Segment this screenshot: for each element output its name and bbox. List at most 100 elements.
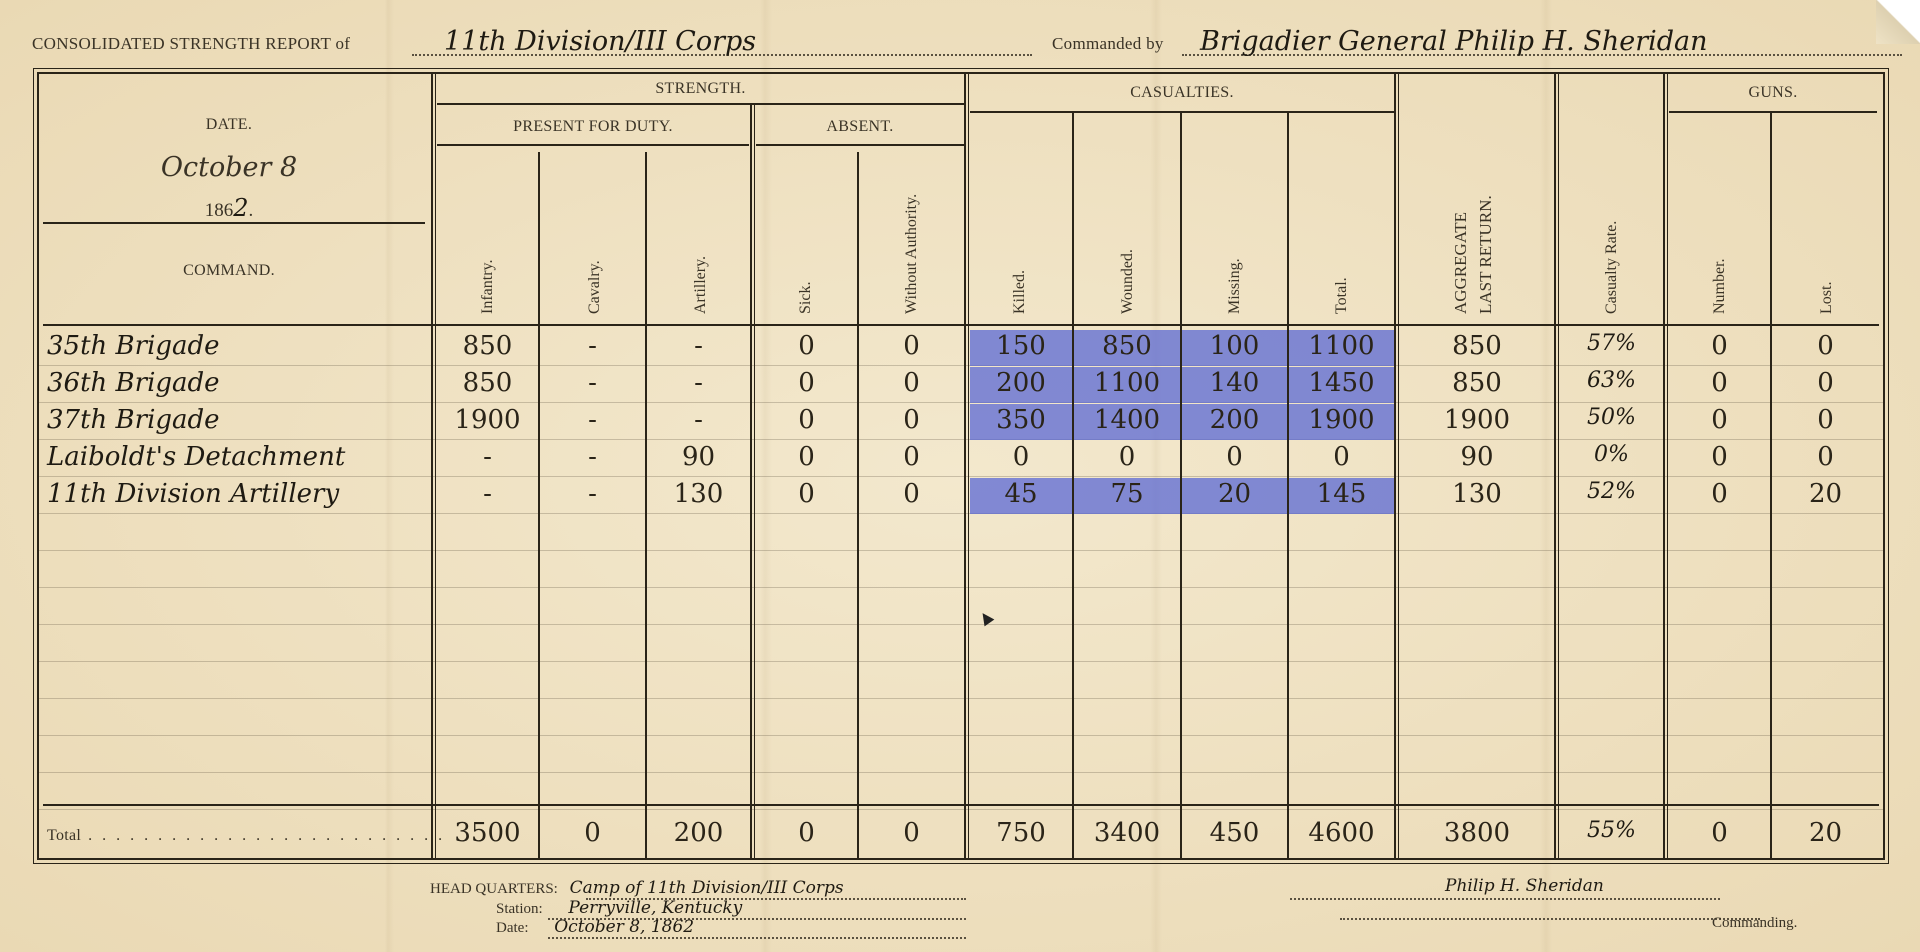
cell-cavalry[interactable]: - xyxy=(588,479,597,509)
cell-total[interactable]: 1450 xyxy=(1308,368,1375,398)
total-killed[interactable]: 750 xyxy=(996,818,1046,848)
cell-missing[interactable]: 200 xyxy=(1209,405,1260,435)
cell-killed[interactable]: 200 xyxy=(996,368,1046,398)
cell-artillery[interactable]: - xyxy=(694,368,703,398)
cell-missing[interactable]: 0 xyxy=(1226,442,1243,472)
cell-infantry[interactable]: - xyxy=(483,442,492,472)
cell-wounded[interactable]: 75 xyxy=(1110,479,1144,509)
cell-cavalry[interactable]: - xyxy=(588,331,597,361)
total-sick[interactable]: 0 xyxy=(798,818,815,848)
cell-rate[interactable]: 0% xyxy=(1594,442,1629,467)
command-name[interactable]: Laiboldt's Detachment xyxy=(47,442,346,472)
cell-cavalry[interactable]: - xyxy=(588,405,597,435)
cell-rate[interactable]: 50% xyxy=(1587,405,1636,430)
total-total[interactable]: 4600 xyxy=(1308,818,1375,848)
unit-name[interactable]: 11th Division/III Corps xyxy=(444,26,757,57)
cell-total[interactable]: 0 xyxy=(1333,442,1350,472)
cell-without[interactable]: 0 xyxy=(903,479,920,509)
cell-aggregate[interactable]: 1900 xyxy=(1443,405,1511,435)
cell-sick[interactable]: 0 xyxy=(798,405,815,435)
cell-artillery[interactable]: - xyxy=(694,405,703,435)
cell-wounded[interactable]: 0 xyxy=(1118,442,1136,472)
command-name[interactable]: 37th Brigade xyxy=(47,405,220,435)
date-month-day[interactable]: October 8 xyxy=(160,152,298,183)
cell-total[interactable]: 1900 xyxy=(1308,405,1375,435)
cell-infantry[interactable]: 850 xyxy=(462,331,513,361)
cell-artillery[interactable]: - xyxy=(694,331,703,361)
cell-number[interactable]: 0 xyxy=(1711,442,1728,472)
total-without[interactable]: 0 xyxy=(903,818,920,848)
cell-killed[interactable]: 0 xyxy=(1012,442,1030,472)
cell-total[interactable]: 145 xyxy=(1316,479,1367,509)
cell-infantry[interactable]: 850 xyxy=(462,368,513,398)
cell-missing[interactable]: 100 xyxy=(1209,331,1260,361)
cell-wounded[interactable]: 1400 xyxy=(1093,405,1161,435)
cell-rate[interactable]: 52% xyxy=(1587,479,1636,504)
cell-wounded[interactable]: 1100 xyxy=(1093,368,1161,398)
cell-lost[interactable]: 0 xyxy=(1817,368,1834,398)
cell-artillery[interactable]: 130 xyxy=(673,479,724,509)
cell-killed[interactable]: 350 xyxy=(996,405,1046,435)
cell-number[interactable]: 0 xyxy=(1711,331,1728,361)
cell-total[interactable]: 1100 xyxy=(1308,331,1375,361)
cell-rate[interactable]: 57% xyxy=(1587,331,1636,356)
cell-number[interactable]: 0 xyxy=(1711,368,1728,398)
cell-artillery[interactable]: 90 xyxy=(681,442,716,472)
cell-rate[interactable]: 63% xyxy=(1587,368,1636,393)
cell-wounded[interactable]: 850 xyxy=(1102,331,1152,361)
total-rate[interactable]: 55% xyxy=(1587,818,1636,843)
col-artillery: Artillery. xyxy=(692,255,709,314)
date-year[interactable]: 1862. xyxy=(39,194,419,222)
cell-without[interactable]: 0 xyxy=(903,442,920,472)
cell-aggregate[interactable]: 90 xyxy=(1460,442,1494,472)
cell-lost[interactable]: 0 xyxy=(1817,405,1834,435)
cell-infantry[interactable]: - xyxy=(483,479,492,509)
command-name[interactable]: 35th Brigade xyxy=(47,331,220,361)
cell-lost[interactable]: 0 xyxy=(1817,331,1834,361)
cell-aggregate[interactable]: 850 xyxy=(1452,368,1502,398)
cell-number[interactable]: 0 xyxy=(1711,405,1728,435)
col-last-return: LAST RETURN. xyxy=(1476,195,1495,314)
total-aggregate[interactable]: 3800 xyxy=(1443,818,1511,848)
hq-value[interactable]: Camp of 11th Division/III Corps xyxy=(569,878,844,898)
total-artillery[interactable]: 200 xyxy=(673,818,724,848)
cell-lost[interactable]: 0 xyxy=(1817,442,1834,472)
cell-without[interactable]: 0 xyxy=(903,368,920,398)
date-value[interactable]: October 8, 1862 xyxy=(554,917,695,937)
cell-without[interactable]: 0 xyxy=(903,405,920,435)
cell-killed[interactable]: 45 xyxy=(1004,479,1038,509)
commander-name[interactable]: Brigadier General Philip H. Sheridan xyxy=(1200,26,1708,57)
col-cavalry: Cavalry. xyxy=(586,260,603,314)
cell-aggregate[interactable]: 130 xyxy=(1452,479,1502,509)
cell-sick[interactable]: 0 xyxy=(798,479,815,509)
cell-lost[interactable]: 20 xyxy=(1808,479,1843,509)
cell-killed[interactable]: 150 xyxy=(996,331,1046,361)
col-guns-lost: Lost. xyxy=(1818,281,1835,314)
cell-without[interactable]: 0 xyxy=(903,331,920,361)
cell-infantry[interactable]: 1900 xyxy=(454,405,521,435)
command-name[interactable]: 36th Brigade xyxy=(47,368,220,398)
year-dot: . xyxy=(248,200,254,221)
cell-cavalry[interactable]: - xyxy=(588,368,597,398)
total-missing[interactable]: 450 xyxy=(1209,818,1260,848)
cell-missing[interactable]: 20 xyxy=(1217,479,1252,509)
total-lost[interactable]: 20 xyxy=(1808,818,1843,848)
total-wounded[interactable]: 3400 xyxy=(1093,818,1161,848)
cell-cavalry[interactable]: - xyxy=(588,442,597,472)
total-number[interactable]: 0 xyxy=(1711,818,1728,848)
cell-number[interactable]: 0 xyxy=(1711,479,1728,509)
command-name[interactable]: 11th Division Artillery xyxy=(47,479,340,509)
cell-sick[interactable]: 0 xyxy=(798,331,815,361)
date-line: Date: October 8, 1862 xyxy=(496,917,695,937)
total-infantry[interactable]: 3500 xyxy=(454,818,521,848)
cell-sick[interactable]: 0 xyxy=(798,368,815,398)
signature[interactable]: Philip H. Sheridan xyxy=(1445,876,1604,896)
cell-sick[interactable]: 0 xyxy=(798,442,815,472)
cell-missing[interactable]: 140 xyxy=(1209,368,1260,398)
command-label: COMMAND. xyxy=(183,262,275,279)
guns-heading: GUNS. xyxy=(1748,84,1798,101)
casualty-highlight xyxy=(970,478,1394,514)
station-value[interactable]: Perryville, Kentucky xyxy=(568,898,743,918)
total-cavalry[interactable]: 0 xyxy=(584,818,601,848)
cell-aggregate[interactable]: 850 xyxy=(1452,331,1502,361)
